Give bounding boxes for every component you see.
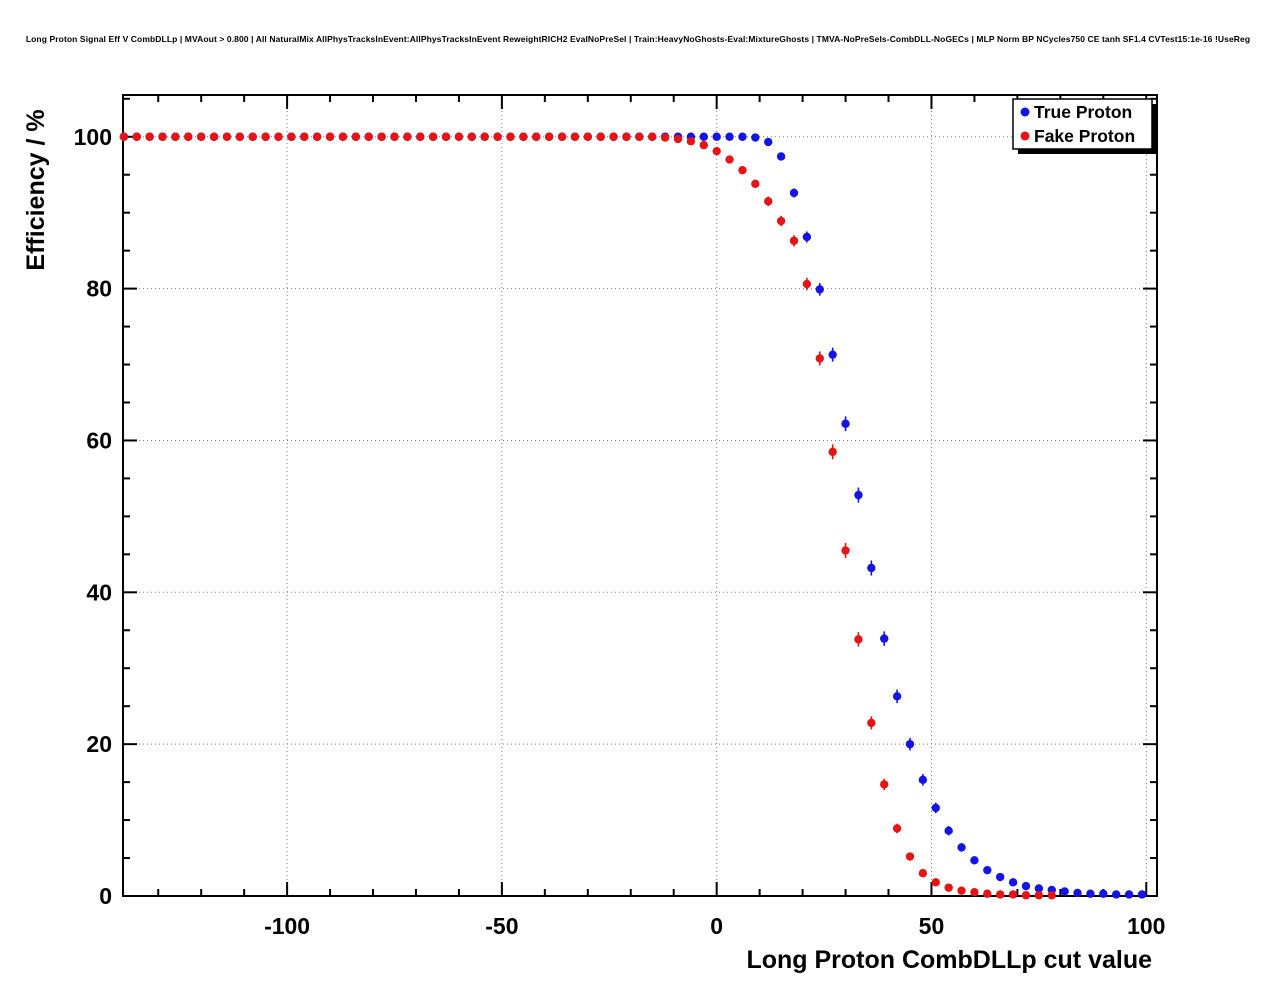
svg-text:Efficiency / %: Efficiency / % [22, 109, 50, 270]
svg-text:80: 80 [86, 276, 112, 302]
svg-text:-100: -100 [264, 913, 310, 939]
svg-text:0: 0 [710, 913, 723, 939]
svg-text:100: 100 [1127, 913, 1165, 939]
chart-frame [122, 94, 1158, 897]
chart-gridlines [123, 95, 1157, 896]
svg-text:60: 60 [86, 427, 112, 453]
svg-text:Fake Proton: Fake Proton [1034, 126, 1135, 146]
svg-text:20: 20 [86, 731, 112, 757]
svg-text:100: 100 [74, 124, 112, 150]
chart-ticks [123, 95, 1157, 897]
chart-axis-titles: Long Proton CombDLLp cut value Efficiency… [22, 109, 1152, 974]
chart-tick-labels: -100 -50 0 50 100 0 20 40 60 80 100 [74, 124, 1166, 939]
svg-text:Long Proton CombDLLp cut value: Long Proton CombDLLp cut value [746, 946, 1152, 974]
svg-text:True Proton: True Proton [1034, 102, 1132, 122]
svg-text:50: 50 [919, 913, 945, 939]
chart-title: Long Proton Signal Eff V CombDLLp | MVAo… [25, 34, 1251, 44]
svg-text:40: 40 [86, 579, 112, 605]
chart-series [119, 132, 1147, 900]
svg-text:0: 0 [99, 883, 112, 909]
chart-legend: True Proton Fake Proton [1012, 98, 1157, 154]
svg-text:-50: -50 [485, 913, 518, 939]
